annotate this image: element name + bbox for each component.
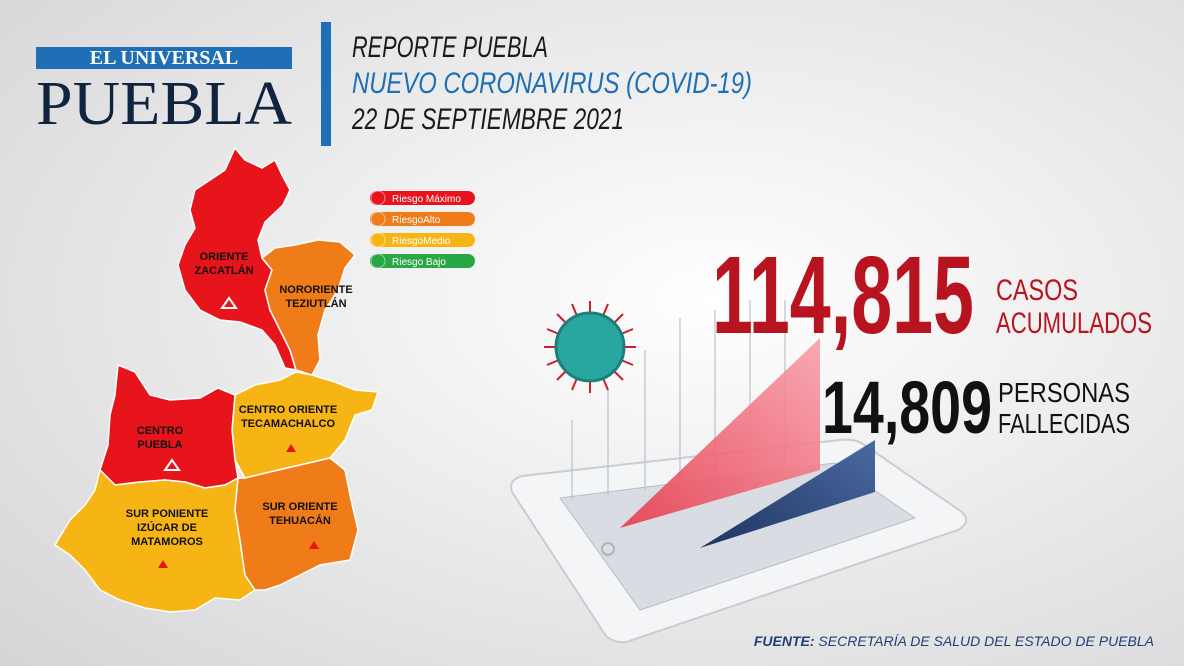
region-label: IZÚCAR DE bbox=[137, 521, 197, 534]
risk-marker bbox=[309, 541, 319, 549]
legend-pill bbox=[370, 254, 475, 268]
region-shape bbox=[231, 371, 380, 479]
stat-number: 14,809 bbox=[822, 366, 992, 449]
region-label: SUR PONIENTE bbox=[126, 508, 209, 520]
header-line: NUEVO CORONAVIRUS (COVID-19) bbox=[352, 67, 752, 100]
region-label: TECAMACHALCO bbox=[241, 418, 336, 430]
region-label: ORIENTE bbox=[200, 251, 249, 263]
legend: Riesgo Máximo RiesgoAlto RiesgoMedio Riesgo… bbox=[370, 190, 475, 269]
legend-pill bbox=[370, 191, 475, 205]
logo-bottom: PUEBLA bbox=[36, 70, 292, 138]
risk-markers bbox=[158, 296, 319, 568]
region-shape bbox=[234, 457, 359, 591]
region-shape bbox=[53, 468, 257, 613]
legend-dot bbox=[370, 253, 386, 269]
footer-text: SECRETARÍA DE SALUD DEL ESTADO DE PUEBLA bbox=[818, 633, 1154, 649]
risk-marker bbox=[286, 444, 296, 452]
legend-label: Riesgo Bajo bbox=[392, 257, 446, 268]
stat-caption: CASOS bbox=[996, 274, 1078, 307]
region-label: PUEBLA bbox=[137, 439, 182, 451]
red-triangle bbox=[620, 338, 820, 528]
header-bar bbox=[321, 22, 331, 146]
blue-triangle bbox=[700, 440, 875, 548]
legend-label: Riesgo Máximo bbox=[392, 194, 461, 205]
stat-caption: ACUMULADOS bbox=[996, 307, 1152, 340]
legend-label: RiesgoMedio bbox=[392, 236, 451, 247]
risk-marker bbox=[163, 458, 181, 471]
region-label: CENTRO bbox=[137, 425, 184, 437]
region-label: NORORIENTE bbox=[279, 284, 352, 296]
region-label: MATAMOROS bbox=[131, 536, 203, 548]
footer: FUENTE: SECRETARÍA DE SALUD DEL ESTADO D… bbox=[754, 633, 1154, 649]
legend-dot bbox=[370, 232, 386, 248]
stat-caption: FALLECIDAS bbox=[998, 408, 1130, 439]
stat-caption: PERSONAS bbox=[998, 377, 1130, 408]
logo-bar bbox=[36, 47, 292, 69]
legend-dot bbox=[370, 190, 386, 206]
risk-marker bbox=[220, 296, 238, 309]
virus bbox=[544, 301, 636, 393]
legend-label: RiesgoAlto bbox=[392, 215, 441, 226]
header-line: REPORTE PUEBLA bbox=[352, 31, 548, 64]
legend-pill bbox=[370, 233, 475, 247]
region-label: TEHUACÁN bbox=[269, 514, 331, 527]
stat-number: 114,815 bbox=[712, 234, 974, 357]
region-label: ZACATLÁN bbox=[194, 264, 253, 277]
footer-label: FUENTE: bbox=[754, 633, 815, 649]
logo-top: EL UNIVERSAL bbox=[90, 47, 238, 69]
legend-dot bbox=[370, 211, 386, 227]
header-line: 22 DE SEPTIEMBRE 2021 bbox=[351, 103, 624, 136]
map bbox=[53, 146, 380, 613]
region-label: SUR ORIENTE bbox=[262, 501, 337, 513]
region-label: CENTRO ORIENTE bbox=[239, 404, 337, 416]
region-label: TEZIUTLÁN bbox=[285, 297, 346, 310]
region-shape bbox=[260, 239, 357, 376]
risk-marker bbox=[158, 560, 168, 568]
legend-pill bbox=[370, 212, 475, 226]
